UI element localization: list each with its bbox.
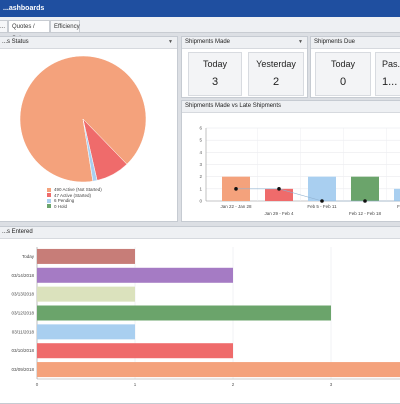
bar <box>37 362 400 378</box>
tab-first-label: ... <box>0 24 6 30</box>
due-past-label: Pas... <box>382 59 400 69</box>
x-tick-label: Feb 19 - ... <box>397 204 400 209</box>
x-tick-label: 0 <box>36 382 39 387</box>
bar <box>351 176 379 201</box>
y-tick-label: 5 <box>199 138 202 143</box>
shipments-due-header: Shipments Due <box>311 37 400 49</box>
legend-item: 490 Active (Not Started) <box>47 187 102 193</box>
y-tick-label: 03/10/2018 <box>11 348 34 353</box>
legend-item: 0 Hold <box>47 204 102 210</box>
y-tick-label: 03/14/2018 <box>11 273 34 278</box>
made-vs-late-title: Shipments Made vs Late Shipments <box>185 103 282 109</box>
tab-quotes-sales[interactable]: Quotes / Sales <box>8 20 50 42</box>
bar <box>37 305 331 321</box>
x-tick-label: Feb 5 - Feb 11 <box>307 204 337 209</box>
status-pie-chart <box>19 55 147 183</box>
tab-efficiency[interactable]: Efficiency <box>50 20 80 32</box>
legend-swatch <box>47 204 51 209</box>
legend-label: 490 Active (Not Started) <box>54 187 102 192</box>
status-panel-header: ...s Status ▼ <box>0 37 177 49</box>
tab-strip: ... Quotes / Sales Efficiency <box>0 17 400 42</box>
tab-first[interactable]: ... <box>0 20 8 32</box>
x-tick-label: Jan 22 - Jan 28 <box>220 204 252 209</box>
panel-menu-icon[interactable]: ▼ <box>298 39 303 45</box>
made-today-label: Today <box>202 59 228 69</box>
late-point <box>320 199 324 203</box>
bar <box>37 324 135 340</box>
x-tick-label: 3 <box>330 382 333 387</box>
made-yesterday-label: Yesterday <box>256 59 296 69</box>
shipments-made-title: Shipments Made <box>185 39 231 45</box>
legend-label: 6 Pending <box>54 198 75 203</box>
made-today-card[interactable]: Today 3 <box>188 52 242 96</box>
shipments-due-panel: Shipments Due Today 0 Pas... 1... <box>310 36 400 98</box>
x-tick-label: 1 <box>134 382 137 387</box>
status-panel-title: ...s Status <box>2 39 29 45</box>
due-today-value: 0 <box>339 76 347 88</box>
late-point <box>363 199 367 203</box>
legend-swatch <box>47 187 51 192</box>
made-yesterday-card[interactable]: Yesterday 2 <box>248 52 304 96</box>
late-point <box>277 187 281 191</box>
y-tick-label: 1 <box>199 186 202 191</box>
y-tick-label: Today <box>22 254 35 259</box>
bar <box>308 176 336 201</box>
y-tick-label: 0 <box>199 199 202 204</box>
y-tick-label: 03/13/2018 <box>11 292 34 297</box>
due-past-card[interactable]: Pas... 1... <box>375 52 400 96</box>
pie-slice <box>82 118 98 182</box>
window-title-bar: ...ashboards <box>0 0 400 17</box>
legend-item: 6 Pending <box>47 198 102 204</box>
made-yesterday-value: 2 <box>272 76 280 88</box>
entered-chart: 0 1 2 3 Today 03/14/2018 03/13/2018 03/12/2018 0… <box>11 247 400 387</box>
panel-menu-icon[interactable]: ▼ <box>168 39 173 45</box>
due-today-card[interactable]: Today 0 <box>315 52 371 96</box>
legend-item: 47 Active (Started) <box>47 193 102 199</box>
bar <box>37 286 135 302</box>
y-tick-label: 2 <box>199 174 202 179</box>
legend-label: 0 Hold <box>54 203 68 209</box>
bar <box>37 343 233 359</box>
y-tick-label: 03/11/2018 <box>12 329 35 334</box>
legend-label: 47 Active (Started) <box>54 192 92 198</box>
bar <box>265 188 293 201</box>
due-past-value: 1... <box>382 76 398 88</box>
status-pie-legend: 490 Active (Not Started) 47 Active (Start… <box>47 187 102 209</box>
x-tick-label: Jan 29 - Feb 4 <box>264 211 294 216</box>
late-point <box>234 187 238 191</box>
made-vs-late-panel: Shipments Made vs Late Shipments 0 1 2 3 4 5 6… <box>181 100 400 222</box>
y-tick-label: 3 <box>199 162 202 167</box>
status-panel: ...s Status ▼ 490 Active (Not Started) 47… <box>0 36 178 222</box>
x-tick-label: 2 <box>232 382 235 387</box>
entered-panel: ...s Entered 0 1 2 3 Today 03/14/2018 03/13/20… <box>0 226 400 404</box>
bar <box>37 248 135 264</box>
x-tick-label: Feb 12 - Feb 18 <box>349 211 382 216</box>
y-tick-label: 03/09/2018 <box>11 367 34 372</box>
tab-efficiency-label: Efficiency <box>54 24 80 30</box>
legend-swatch <box>47 193 51 198</box>
window-title: ...ashboards <box>3 5 45 12</box>
bar <box>394 188 400 201</box>
y-tick-label: 4 <box>199 150 202 155</box>
shipments-made-header: Shipments Made ▼ <box>182 37 307 49</box>
made-vs-late-header: Shipments Made vs Late Shipments <box>182 101 400 113</box>
made-vs-late-chart: 0 1 2 3 4 5 6 Jan 22 - Jan 28 Jan 29 - Feb 4 Feb … <box>199 126 400 216</box>
y-tick-label: 6 <box>199 126 202 131</box>
shipments-due-title: Shipments Due <box>314 39 356 45</box>
bar <box>37 267 233 283</box>
entered-header: ...s Entered <box>0 227 400 239</box>
legend-swatch <box>47 198 51 203</box>
due-today-label: Today <box>330 59 356 69</box>
shipments-made-panel: Shipments Made ▼ Today 3 Yesterday 2 <box>181 36 308 98</box>
y-tick-label: 03/12/2018 <box>11 311 34 316</box>
made-today-value: 3 <box>211 76 219 88</box>
entered-title: ...s Entered <box>2 229 33 235</box>
